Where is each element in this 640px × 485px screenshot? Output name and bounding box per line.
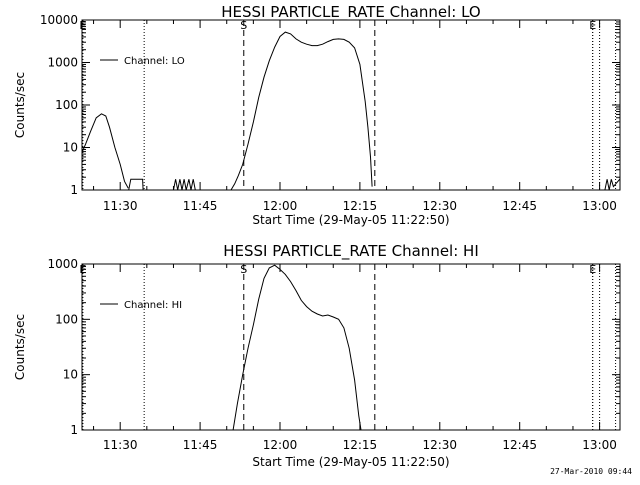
panel-hi: HESSI PARTICLE_RATE Channel: HI 1 10 100 100… [13, 242, 621, 469]
series-line [232, 264, 362, 431]
y-tick-label: 100 [55, 98, 78, 112]
x-tick-label: 12:30 [422, 438, 457, 452]
marker-label: S [240, 19, 247, 32]
x-tick-label: 11:45 [183, 438, 218, 452]
series-line [230, 31, 373, 191]
x-tick-label: 12:30 [422, 199, 457, 213]
series-line [81, 113, 129, 189]
y-axis-label: Counts/sec [13, 314, 27, 380]
marker-label: E [589, 263, 596, 276]
y-tick-label: 1 [70, 183, 78, 197]
series-line [128, 178, 144, 191]
plot-frame [81, 263, 621, 431]
marker-label: S [240, 263, 247, 276]
x-tick-label: 13:00 [582, 438, 617, 452]
marker-label: E [79, 19, 86, 32]
y-tick-label: 1 [70, 423, 78, 437]
x-tick-label: 11:30 [103, 199, 138, 213]
x-tick-label: 12:00 [263, 199, 298, 213]
x-tick-label: 13:00 [582, 199, 617, 213]
y-tick-label: 10 [63, 141, 78, 155]
legend-label: Channel: HI [124, 300, 182, 311]
chart-title: HESSI PARTICLE_RATE Channel: HI [223, 242, 479, 261]
y-tick-label: 1000 [47, 56, 78, 70]
x-tick-label: 12:15 [343, 438, 378, 452]
plot-timestamp: 27-Mar-2010 09:44 [550, 467, 632, 476]
y-tick-label: 100 [55, 312, 78, 326]
plot-frame [81, 19, 621, 191]
marker-label: E [79, 263, 86, 276]
x-axis-label: Start Time (29-May-05 11:22:50) [252, 213, 449, 227]
x-tick-label: 12:45 [502, 199, 537, 213]
marker-label: E [589, 19, 596, 32]
series-line [173, 179, 196, 191]
x-tick-label: 12:45 [502, 438, 537, 452]
y-tick-label: 1000 [47, 257, 78, 271]
x-tick-label: 12:15 [343, 199, 378, 213]
x-axis-label: Start Time (29-May-05 11:22:50) [252, 455, 449, 469]
y-axis-label: Counts/sec [13, 72, 27, 138]
y-tick-label: 10000 [40, 13, 78, 27]
panel-lo: HESSI PARTICLE_RATE Channel: LO 1 10 100 100… [13, 3, 621, 227]
x-tick-label: 11:45 [183, 199, 218, 213]
chart-title: HESSI PARTICLE_RATE Channel: LO [221, 3, 480, 22]
series-line [604, 178, 621, 191]
legend-label: Channel: LO [124, 56, 185, 67]
x-tick-label: 11:30 [103, 438, 138, 452]
x-tick-label: 12:00 [263, 438, 298, 452]
y-tick-label: 10 [63, 368, 78, 382]
